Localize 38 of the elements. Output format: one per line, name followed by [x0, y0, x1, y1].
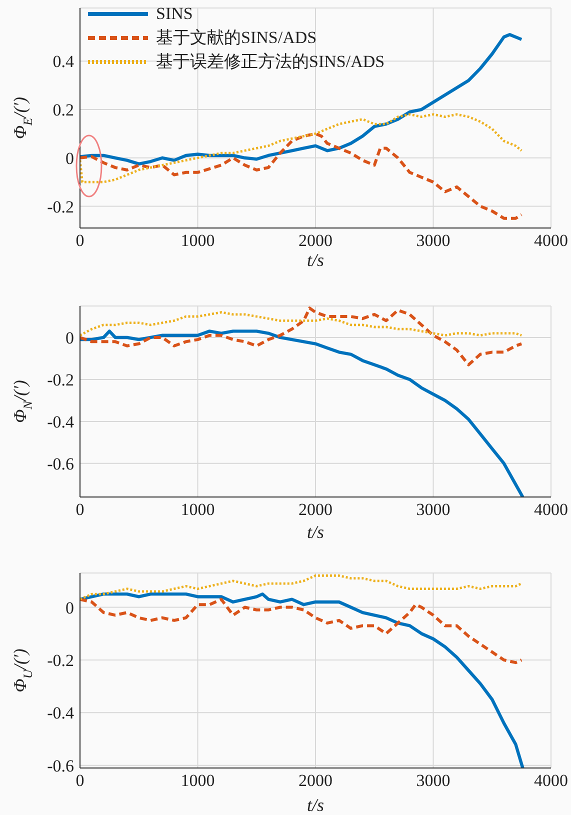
y-tick-label: -0.6: [47, 454, 74, 474]
x-axis-title: t/s: [306, 250, 324, 270]
x-tick-label: 4000: [534, 500, 568, 520]
line-series: [80, 598, 524, 664]
y-tick-label: -0.2: [47, 197, 74, 216]
legend-label: 基于文献的SINS/ADS: [156, 27, 317, 49]
y-tick-label: 0.2: [52, 100, 74, 120]
x-tick-label: 2000: [298, 500, 332, 520]
x-tick-label: 3000: [416, 231, 450, 250]
y-tick-label: -0.6: [47, 756, 74, 776]
legend-label: 基于误差修正方法的SINS/ADS: [156, 51, 385, 73]
legend-label: SINS: [156, 3, 193, 25]
line-series: [80, 330, 524, 497]
x-axis-title: t/s: [306, 522, 324, 542]
line-series: [80, 592, 524, 768]
y-tick-label: -0.2: [47, 370, 74, 390]
x-tick-label: 1000: [180, 231, 215, 250]
y-tick-label: 0: [66, 328, 74, 348]
line-series: [80, 311, 523, 337]
x-tick-label: 2000: [298, 771, 332, 790]
line-series: [80, 306, 524, 366]
y-tick-label: 0.4: [52, 52, 74, 72]
line-series: [80, 574, 523, 601]
x-tick-label: 1000: [180, 771, 215, 790]
line-series: [80, 113, 523, 184]
x-axis-title: t/s: [306, 795, 324, 815]
x-tick-label: 1000: [180, 500, 215, 520]
y-tick-label: -0.2: [47, 650, 74, 670]
y-tick-label: -0.4: [47, 412, 74, 432]
x-tick-label: 4000: [534, 771, 568, 790]
x-tick-label: 3000: [416, 771, 450, 790]
x-tick-label: 4000: [534, 231, 568, 250]
x-tick-label: 2000: [298, 231, 332, 250]
y-tick-label: 0: [66, 148, 74, 168]
line-series: [80, 132, 524, 220]
x-tick-label: 3000: [416, 500, 450, 520]
y-tick-label: -0.4: [47, 704, 74, 723]
y-tick-label: 0: [66, 598, 74, 618]
